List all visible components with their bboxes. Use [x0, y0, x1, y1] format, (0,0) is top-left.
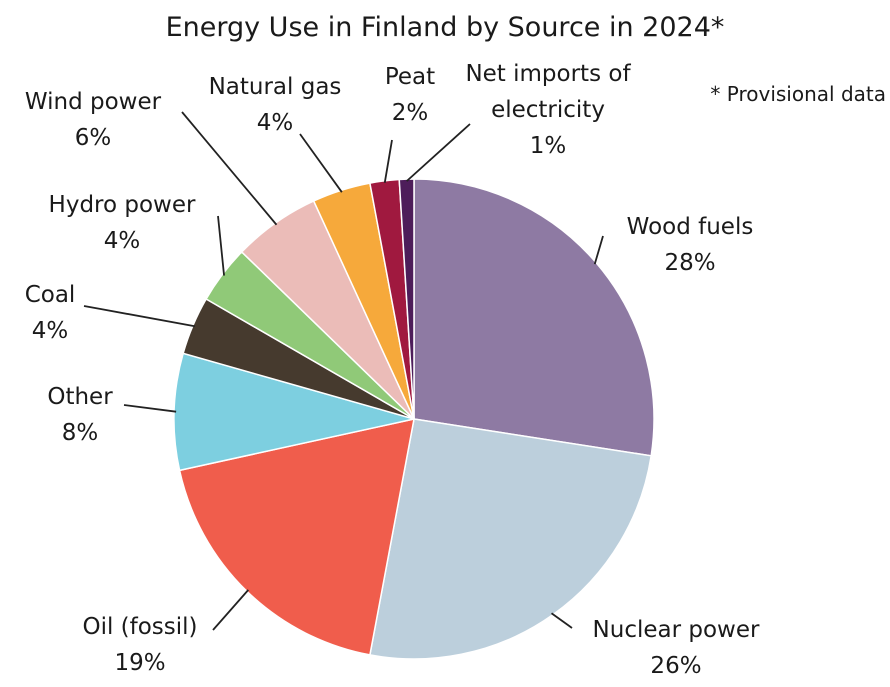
leader-line: [550, 612, 573, 629]
value-label: 26%: [650, 653, 702, 679]
slice-label: Net imports of electricity 1%: [448, 56, 648, 164]
slice-label: Wind power 6%: [25, 84, 161, 156]
slice-label: Coal 4%: [25, 277, 76, 349]
value-label: 2%: [391, 100, 429, 126]
category-label: Coal: [24, 282, 76, 308]
slice-label: Nuclear power 26%: [593, 612, 760, 684]
leader-line: [123, 404, 177, 413]
leader-line: [83, 305, 195, 328]
slice-label: Hydro power 4%: [49, 187, 196, 259]
category-label: Net imports of electricity: [465, 61, 631, 123]
value-label: 4%: [256, 110, 294, 136]
annotation: * Provisional data: [710, 82, 886, 106]
category-label: Nuclear power: [592, 617, 760, 643]
slice-label: Other 8%: [47, 379, 112, 451]
slice-label: Natural gas 4%: [209, 69, 342, 141]
category-label: Peat: [384, 64, 436, 90]
category-label: Natural gas: [208, 74, 342, 100]
chart-title: Energy Use in Finland by Source in 2024*: [165, 12, 725, 43]
value-label: 19%: [114, 650, 166, 676]
category-label: Other: [47, 384, 113, 410]
category-label: Wood fuels: [626, 214, 754, 240]
leader-line: [593, 235, 604, 265]
slice-label: Wood fuels 28%: [627, 209, 754, 281]
category-label: Oil (fossil): [82, 614, 198, 640]
leader-line: [181, 111, 278, 226]
value-label: 8%: [61, 420, 99, 446]
leader-line: [383, 139, 393, 183]
pie-slice: [398, 178, 415, 420]
slice-label: Peat 2%: [385, 59, 435, 131]
value-label: 4%: [31, 318, 69, 344]
leader-line: [212, 589, 249, 631]
value-label: 6%: [74, 125, 112, 151]
category-label: Hydro power: [48, 192, 196, 218]
pie-slice: [413, 178, 655, 457]
value-label: 28%: [664, 250, 716, 276]
category-label: Wind power: [24, 89, 162, 115]
value-label: 4%: [103, 228, 141, 254]
leader-line: [217, 215, 225, 276]
leader-line: [299, 133, 343, 193]
slice-label: Oil (fossil) 19%: [82, 609, 197, 681]
leader-line: [406, 123, 471, 182]
value-label: 1%: [529, 133, 567, 159]
